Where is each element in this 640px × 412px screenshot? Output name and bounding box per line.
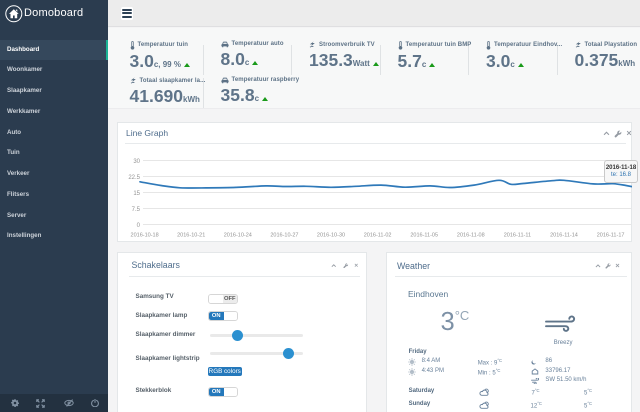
- svg-text:2016-11-14: 2016-11-14: [550, 233, 578, 239]
- svg-text:7.5: 7.5: [132, 207, 141, 213]
- svg-text:0: 0: [137, 223, 141, 229]
- svg-text:15: 15: [133, 191, 140, 197]
- svg-text:2016-10-30: 2016-10-30: [317, 233, 345, 239]
- svg-text:2016-11-05: 2016-11-05: [410, 233, 438, 239]
- svg-text:2016-10-21: 2016-10-21: [177, 233, 205, 239]
- svg-text:22.5: 22.5: [128, 175, 140, 181]
- svg-text:2016-10-27: 2016-10-27: [270, 233, 298, 239]
- svg-text:2016-11-02: 2016-11-02: [364, 233, 392, 239]
- svg-text:2016-10-18: 2016-10-18: [131, 233, 159, 239]
- svg-text:2016-11-11: 2016-11-11: [504, 233, 531, 239]
- svg-text:2016-11-08: 2016-11-08: [457, 233, 485, 239]
- svg-text:2016-11-17: 2016-11-17: [597, 233, 625, 239]
- svg-text:30: 30: [133, 159, 140, 165]
- svg-text:2016-10-24: 2016-10-24: [224, 233, 252, 239]
